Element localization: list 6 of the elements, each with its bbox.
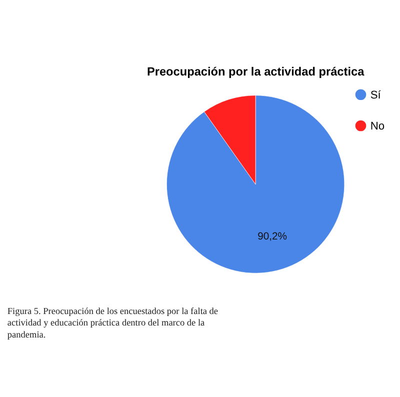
legend-label: No <box>370 120 385 132</box>
chart-title: Preocupación por la actividad práctica <box>146 64 365 78</box>
data-label: 90,2% <box>258 232 287 243</box>
legend-label: Sí <box>370 89 382 102</box>
pie-slice <box>166 95 345 274</box>
text: Figura 5. Preocupación de los encuestados por la falta de actividad y educación práctica dentro del marco de la pandemia. <box>7 306 218 341</box>
